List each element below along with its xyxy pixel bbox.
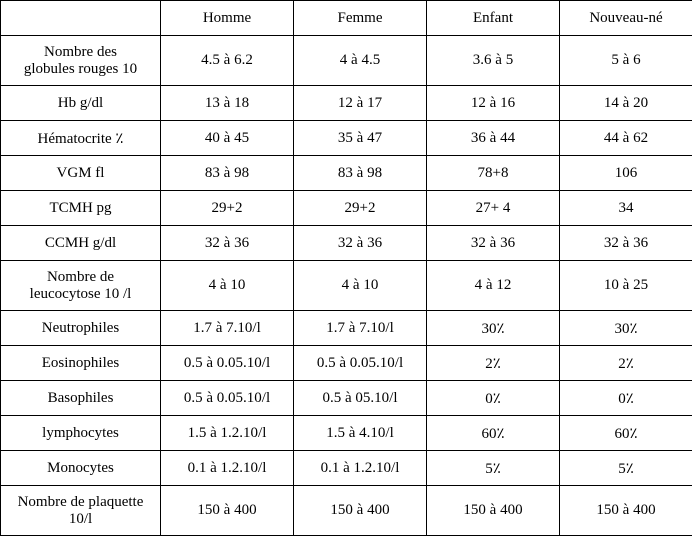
cell-nouveau_ne: 44 à 62 <box>560 121 692 156</box>
cell-femme: 32 à 36 <box>294 226 427 261</box>
table-row: Monocytes0.1 à 1.2.10/l0.1 à 1.2.10/l5٪5… <box>1 451 692 486</box>
cell-homme: 0.5 à 0.05.10/l <box>161 346 294 381</box>
table-row: Nombre deleucocytose 10 /l4 à 104 à 104 … <box>1 261 692 311</box>
cell-homme: 32 à 36 <box>161 226 294 261</box>
param-line2: leucocytose 10 /l <box>5 286 156 303</box>
cell-femme: 83 à 98 <box>294 156 427 191</box>
table-row: VGM fl83 à 9883 à 9878+8106 <box>1 156 692 191</box>
header-enfant: Enfant <box>427 1 560 36</box>
cell-nouveau_ne: 32 à 36 <box>560 226 692 261</box>
cell-nouveau_ne: 30٪ <box>560 311 692 346</box>
cell-nouveau_ne: 2٪ <box>560 346 692 381</box>
cell-nouveau_ne: 5 à 6 <box>560 36 692 86</box>
cell-femme: 12 à 17 <box>294 86 427 121</box>
cell-enfant: 4 à 12 <box>427 261 560 311</box>
table-row: Nombre desglobules rouges 104.5 à 6.24 à… <box>1 36 692 86</box>
cell-homme: 0.1 à 1.2.10/l <box>161 451 294 486</box>
table-row: lymphocytes1.5 à 1.2.10/l1.5 à 4.10/l60٪… <box>1 416 692 451</box>
param-line1: Nombre de plaquette <box>5 494 156 511</box>
cell-femme: 0.5 à 0.05.10/l <box>294 346 427 381</box>
table-header-row: Homme Femme Enfant Nouveau-né <box>1 1 692 36</box>
cell-homme: 0.5 à 0.05.10/l <box>161 381 294 416</box>
cell-femme: 4 à 4.5 <box>294 36 427 86</box>
header-nouveau-ne: Nouveau-né <box>560 1 692 36</box>
cell-homme: 40 à 45 <box>161 121 294 156</box>
cell-enfant: 3.6 à 5 <box>427 36 560 86</box>
cell-femme: 29+2 <box>294 191 427 226</box>
cell-femme: 4 à 10 <box>294 261 427 311</box>
row-parameter: Nombre de plaquette10/l <box>1 486 161 536</box>
header-blank <box>1 1 161 36</box>
row-parameter: Eosinophiles <box>1 346 161 381</box>
cell-femme: 0.1 à 1.2.10/l <box>294 451 427 486</box>
cell-enfant: 78+8 <box>427 156 560 191</box>
cell-homme: 1.5 à 1.2.10/l <box>161 416 294 451</box>
cell-homme: 4 à 10 <box>161 261 294 311</box>
cell-nouveau_ne: 5٪ <box>560 451 692 486</box>
header-homme: Homme <box>161 1 294 36</box>
cell-enfant: 30٪ <box>427 311 560 346</box>
cell-enfant: 32 à 36 <box>427 226 560 261</box>
row-parameter: Hb g/dl <box>1 86 161 121</box>
cell-homme: 1.7 à 7.10/l <box>161 311 294 346</box>
table-row: CCMH g/dl32 à 3632 à 3632 à 3632 à 36 <box>1 226 692 261</box>
row-parameter: lymphocytes <box>1 416 161 451</box>
table-row: Basophiles0.5 à 0.05.10/l0.5 à 05.10/l0٪… <box>1 381 692 416</box>
cell-femme: 1.5 à 4.10/l <box>294 416 427 451</box>
cell-enfant: 36 à 44 <box>427 121 560 156</box>
cell-enfant: 0٪ <box>427 381 560 416</box>
table-row: Nombre de plaquette10/l150 à 400150 à 40… <box>1 486 692 536</box>
cell-nouveau_ne: 14 à 20 <box>560 86 692 121</box>
table-row: Hématocrite ٪40 à 4535 à 4736 à 4444 à 6… <box>1 121 692 156</box>
cell-nouveau_ne: 10 à 25 <box>560 261 692 311</box>
table-row: Neutrophiles1.7 à 7.10/l1.7 à 7.10/l30٪3… <box>1 311 692 346</box>
table-row: TCMH pg29+229+227+ 434 <box>1 191 692 226</box>
cell-nouveau_ne: 150 à 400 <box>560 486 692 536</box>
row-parameter: CCMH g/dl <box>1 226 161 261</box>
cell-nouveau_ne: 60٪ <box>560 416 692 451</box>
cell-homme: 13 à 18 <box>161 86 294 121</box>
cell-enfant: 150 à 400 <box>427 486 560 536</box>
row-parameter: TCMH pg <box>1 191 161 226</box>
row-parameter: Neutrophiles <box>1 311 161 346</box>
row-parameter: Monocytes <box>1 451 161 486</box>
row-parameter: VGM fl <box>1 156 161 191</box>
cell-femme: 35 à 47 <box>294 121 427 156</box>
cell-enfant: 60٪ <box>427 416 560 451</box>
cell-homme: 83 à 98 <box>161 156 294 191</box>
table-row: Hb g/dl13 à 1812 à 1712 à 1614 à 20 <box>1 86 692 121</box>
cell-homme: 150 à 400 <box>161 486 294 536</box>
cell-enfant: 5٪ <box>427 451 560 486</box>
row-parameter: Nombre deleucocytose 10 /l <box>1 261 161 311</box>
row-parameter: Basophiles <box>1 381 161 416</box>
param-line2: globules rouges 10 <box>5 61 156 78</box>
cell-enfant: 2٪ <box>427 346 560 381</box>
cell-homme: 29+2 <box>161 191 294 226</box>
cell-homme: 4.5 à 6.2 <box>161 36 294 86</box>
table-row: Eosinophiles0.5 à 0.05.10/l0.5 à 0.05.10… <box>1 346 692 381</box>
row-parameter: Nombre desglobules rouges 10 <box>1 36 161 86</box>
cell-femme: 1.7 à 7.10/l <box>294 311 427 346</box>
header-femme: Femme <box>294 1 427 36</box>
cell-femme: 150 à 400 <box>294 486 427 536</box>
cell-enfant: 27+ 4 <box>427 191 560 226</box>
hematology-reference-table: Homme Femme Enfant Nouveau-né Nombre des… <box>0 0 692 536</box>
cell-femme: 0.5 à 05.10/l <box>294 381 427 416</box>
table-body: Nombre desglobules rouges 104.5 à 6.24 à… <box>1 36 692 536</box>
cell-enfant: 12 à 16 <box>427 86 560 121</box>
cell-nouveau_ne: 106 <box>560 156 692 191</box>
row-parameter: Hématocrite ٪ <box>1 121 161 156</box>
cell-nouveau_ne: 0٪ <box>560 381 692 416</box>
param-line1: Nombre de <box>5 269 156 286</box>
param-line1: Nombre des <box>5 44 156 61</box>
cell-nouveau_ne: 34 <box>560 191 692 226</box>
